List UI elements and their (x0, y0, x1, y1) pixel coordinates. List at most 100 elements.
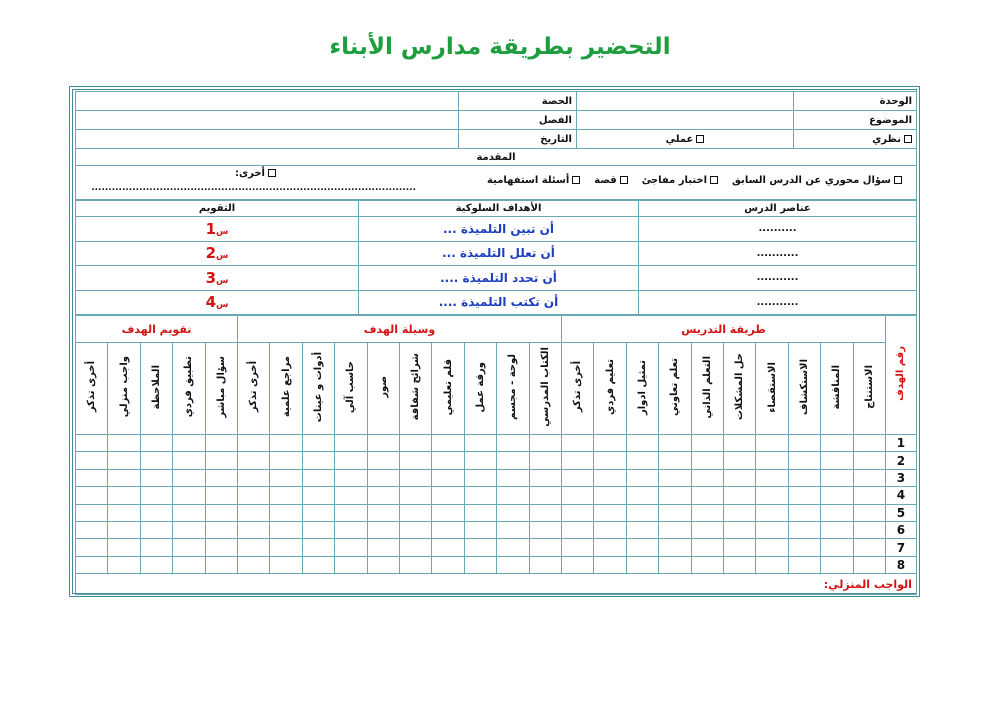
grid-cell[interactable] (366, 468, 401, 488)
grid-cell[interactable] (658, 468, 692, 488)
grid-cell[interactable] (463, 503, 498, 522)
grid-cell[interactable] (690, 486, 725, 505)
grid-cell[interactable] (301, 555, 336, 575)
grid-cell[interactable] (236, 468, 271, 488)
grid-cell[interactable] (820, 503, 854, 522)
grid-cell[interactable] (366, 555, 401, 575)
grid-cell[interactable] (560, 555, 595, 575)
grid-cell[interactable] (269, 451, 303, 470)
grid-cell[interactable] (593, 538, 627, 557)
grid-cell[interactable] (139, 451, 174, 470)
grid-cell[interactable] (399, 451, 433, 470)
grid-cell[interactable] (399, 433, 433, 453)
grid-cell[interactable] (593, 486, 627, 505)
grid-cell[interactable] (399, 538, 433, 557)
grid-cell[interactable] (431, 433, 465, 453)
grid-cell[interactable] (172, 503, 206, 522)
grid-cell[interactable] (301, 486, 336, 505)
grid-cell[interactable] (172, 468, 206, 488)
grid-cell[interactable] (204, 503, 238, 522)
grid-cell[interactable] (172, 520, 206, 540)
grid-cell[interactable] (593, 520, 627, 540)
grid-cell[interactable] (301, 433, 336, 453)
grid-cell[interactable] (236, 486, 271, 505)
grid-cell[interactable] (463, 486, 498, 505)
lesson-element[interactable]: ........... (638, 240, 917, 266)
grid-cell[interactable] (139, 555, 174, 575)
grid-cell[interactable] (334, 520, 368, 540)
grid-cell[interactable] (269, 503, 303, 522)
grid-cell[interactable] (658, 555, 692, 575)
grid-cell[interactable] (431, 520, 465, 540)
checkbox-icon[interactable] (904, 134, 912, 143)
grid-cell[interactable] (593, 503, 627, 522)
grid-cell[interactable] (496, 451, 530, 470)
grid-cell[interactable] (755, 520, 789, 540)
grid-cell[interactable] (528, 468, 562, 488)
grid-cell[interactable] (625, 503, 660, 522)
grid-cell[interactable] (820, 520, 854, 540)
grid-cell[interactable] (236, 503, 271, 522)
grid-cell[interactable] (74, 468, 109, 488)
grid-cell[interactable] (625, 433, 660, 453)
grid-cell[interactable] (658, 503, 692, 522)
grid-cell[interactable] (366, 538, 401, 557)
grid-cell[interactable] (690, 503, 725, 522)
date-field[interactable] (75, 129, 459, 149)
grid-cell[interactable] (496, 433, 530, 453)
grid-cell[interactable] (723, 451, 757, 470)
grid-cell[interactable] (139, 520, 174, 540)
grid-cell[interactable] (107, 486, 141, 505)
checkbox-icon[interactable] (710, 176, 719, 184)
grid-cell[interactable] (690, 468, 725, 488)
grid-cell[interactable] (107, 538, 141, 557)
grid-cell[interactable] (723, 555, 757, 575)
grid-cell[interactable] (723, 468, 757, 488)
grid-cell[interactable] (723, 503, 757, 522)
grid-cell[interactable] (528, 520, 562, 540)
grid-cell[interactable] (269, 520, 303, 540)
grid-cell[interactable] (496, 555, 530, 575)
grid-cell[interactable] (107, 468, 141, 488)
checkbox-icon[interactable] (268, 169, 276, 177)
grid-cell[interactable] (204, 538, 238, 557)
grid-cell[interactable] (431, 503, 465, 522)
grid-cell[interactable] (560, 538, 595, 557)
grid-cell[interactable] (658, 486, 692, 505)
checkbox-icon[interactable] (572, 176, 581, 184)
grid-cell[interactable] (496, 468, 530, 488)
intro-option[interactable]: سؤال محوري عن الدرس السابق (732, 175, 902, 186)
grid-cell[interactable] (139, 538, 174, 557)
grid-cell[interactable] (787, 520, 822, 540)
grid-cell[interactable] (690, 433, 725, 453)
grid-cell[interactable] (301, 468, 336, 488)
grid-cell[interactable] (593, 433, 627, 453)
grid-cell[interactable] (139, 468, 174, 488)
grid-cell[interactable] (755, 555, 789, 575)
grid-cell[interactable] (463, 451, 498, 470)
grid-cell[interactable] (625, 555, 660, 575)
grid-cell[interactable] (852, 538, 886, 557)
grid-cell[interactable] (236, 433, 271, 453)
grid-cell[interactable] (787, 486, 822, 505)
grid-cell[interactable] (74, 433, 109, 453)
grid-cell[interactable] (852, 468, 886, 488)
grid-cell[interactable] (787, 538, 822, 557)
grid-cell[interactable] (463, 520, 498, 540)
other-line[interactable]: ........................................… (91, 183, 416, 193)
grid-cell[interactable] (496, 520, 530, 540)
grid-cell[interactable] (593, 451, 627, 470)
grid-cell[interactable] (755, 433, 789, 453)
grid-cell[interactable] (334, 538, 368, 557)
checkbox-icon[interactable] (696, 134, 705, 143)
grid-cell[interactable] (431, 451, 465, 470)
grid-cell[interactable] (593, 555, 627, 575)
grid-cell[interactable] (463, 555, 498, 575)
grid-cell[interactable] (787, 503, 822, 522)
grid-cell[interactable] (496, 538, 530, 557)
grid-cell[interactable] (560, 468, 595, 488)
grid-cell[interactable] (366, 486, 401, 505)
grid-cell[interactable] (431, 468, 465, 488)
grid-cell[interactable] (139, 503, 174, 522)
grid-cell[interactable] (74, 538, 109, 557)
